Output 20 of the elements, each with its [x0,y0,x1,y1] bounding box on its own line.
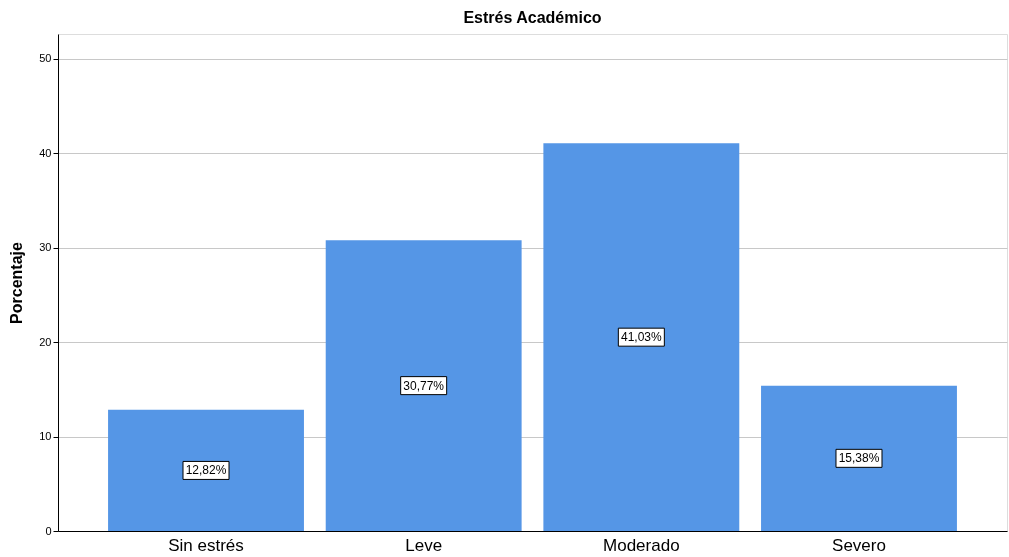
chart-title: Estrés Académico [463,9,602,26]
y-tick-label: 40 [39,146,52,159]
y-tick-label: 50 [39,52,52,65]
data-label: 12,82% [185,463,227,478]
data-label: 30,77% [403,378,445,393]
data-label: 15,38% [838,451,880,466]
y-tick-label: 0 [45,524,52,537]
y-tick-label: 10 [39,430,52,443]
bar [761,385,957,531]
bar [325,240,522,531]
data-label: 41,03% [620,330,663,345]
x-tick-label: Sin estrés [168,535,244,555]
x-tick-label: Leve [405,535,443,555]
y-tick-label: 30 [39,241,52,254]
y-tick-label: 20 [39,335,52,348]
y-axis-title: Porcentaje [8,241,26,324]
x-tick-label: Moderado [603,535,680,555]
bar [108,409,304,531]
bar [543,143,740,531]
x-tick-label: Severo [832,535,886,555]
